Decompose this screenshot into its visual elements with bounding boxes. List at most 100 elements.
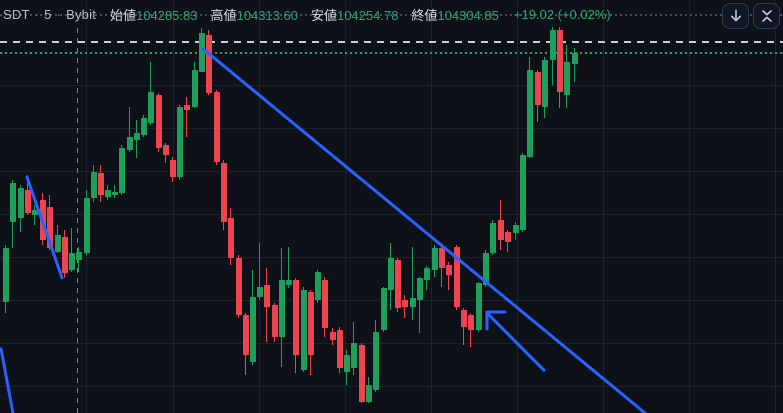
candle-body [497, 219, 504, 241]
candle-body [61, 237, 68, 274]
candle-wick [71, 228, 72, 272]
candle-body [526, 70, 533, 157]
candle-body [191, 70, 198, 108]
candle-body [285, 280, 292, 286]
collapse-button[interactable] [753, 3, 780, 29]
candle-body [431, 248, 438, 271]
candle-wick [412, 247, 413, 320]
ohlc-header: SDT · 5 · Bybit 始値104285.83 高値104313.60 安値10… [0, 0, 717, 28]
symbol-name[interactable]: SDT [3, 6, 30, 22]
candle-body [556, 30, 563, 93]
symbol-title[interactable]: SDT · 5 · Bybit [3, 7, 96, 22]
candle-body [147, 92, 154, 123]
change-group: +19.02 (+0.02%) [514, 7, 611, 22]
candle-body [380, 288, 387, 330]
candle-body [126, 137, 133, 150]
candle-body [205, 34, 212, 93]
candle-body [176, 107, 183, 178]
high-value: 104313.60 [236, 7, 298, 23]
low-group: 安値104254.78 [311, 5, 398, 24]
candle-body [263, 285, 270, 308]
candle-body [2, 248, 9, 302]
candle-body [155, 95, 162, 149]
candle-body [46, 207, 53, 249]
candle-body [169, 159, 176, 178]
candle-body [54, 234, 61, 253]
candle-body [343, 355, 350, 372]
candle-body [213, 92, 220, 163]
candle-body [118, 148, 125, 193]
gridline [173, 0, 174, 413]
candle-body [292, 280, 299, 356]
candle-body [140, 118, 147, 135]
high-label: 高値 [210, 7, 237, 23]
separator-dot: · [34, 6, 40, 22]
candle-body [453, 247, 460, 308]
candle-body [39, 200, 46, 241]
collapse-icon [761, 10, 772, 22]
candle-body [75, 252, 82, 260]
candle-body [133, 133, 140, 141]
gridline [775, 0, 776, 413]
candle-body [198, 33, 205, 72]
session-break-line [77, 28, 78, 413]
arrow-down-icon [730, 9, 741, 22]
close-value: 104304.85 [437, 7, 499, 23]
candle-wick [129, 107, 130, 152]
candle-body [534, 71, 541, 105]
candle-body [541, 59, 548, 108]
candle-body [9, 182, 16, 223]
candle-body [409, 297, 416, 308]
candle-body [249, 296, 256, 363]
candle-body [220, 163, 227, 223]
candle-body [571, 52, 578, 64]
candle-wick [186, 96, 187, 138]
candle-body [504, 232, 511, 242]
candle-body [350, 343, 357, 368]
candle-body [235, 258, 242, 315]
candle-body [401, 300, 408, 308]
candle-body [482, 252, 489, 286]
candle-body [519, 155, 526, 231]
candle-body [475, 282, 482, 330]
interval-label[interactable]: 5 [44, 6, 52, 22]
arrow-down-button[interactable] [722, 3, 749, 29]
candle-body [563, 62, 570, 96]
change-percent: (+0.02%) [557, 6, 611, 22]
open-group: 始値104285.83 [110, 5, 197, 24]
exchange-label[interactable]: Bybit [66, 6, 97, 22]
candle-body [489, 222, 496, 253]
candle-body [111, 192, 118, 196]
candle-body [387, 258, 394, 290]
dashed-price-line [0, 40, 783, 43]
candle-body [321, 280, 328, 328]
candle-body [358, 344, 365, 402]
candle-body [300, 289, 307, 371]
close-label: 終値 [411, 7, 438, 23]
dotted-gray-line [0, 14, 783, 17]
candle-body [104, 189, 111, 197]
candle-body [365, 385, 372, 402]
candle-body [242, 314, 249, 356]
high-group: 高値104313.60 [210, 5, 297, 24]
candle-body [256, 286, 263, 297]
candle-body [17, 188, 24, 219]
candle-body [24, 189, 31, 213]
candle-body [97, 173, 104, 196]
candle-body [83, 197, 90, 253]
close-group: 終値104304.85 [411, 5, 498, 24]
candle-body [329, 332, 336, 341]
low-value: 104254.78 [336, 7, 399, 23]
separator-dot: · [56, 6, 62, 22]
candle-body [438, 248, 445, 268]
low-label: 安値 [310, 7, 337, 23]
candle-body [549, 30, 556, 60]
candle-body [512, 225, 519, 234]
candle-body [372, 332, 379, 390]
open-label: 始値 [110, 7, 137, 23]
candle-body [445, 265, 452, 275]
candle-body [416, 277, 423, 301]
candle-body [460, 310, 467, 327]
